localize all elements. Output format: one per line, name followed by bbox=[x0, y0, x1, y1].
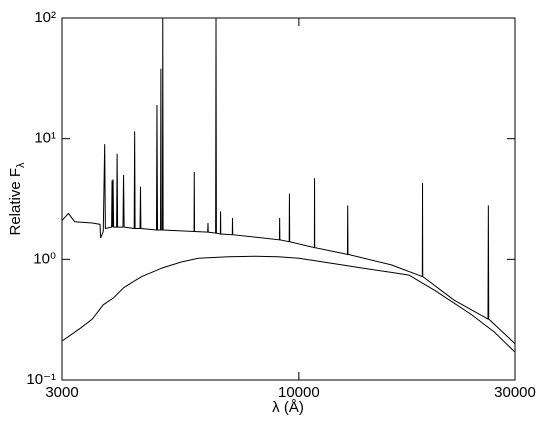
x-tick-label: 30000 bbox=[494, 384, 536, 401]
y-axis-label: Relative Fλ bbox=[7, 162, 27, 236]
x-tick-label: 10000 bbox=[278, 384, 320, 401]
y-axis-label-main: Relative F bbox=[7, 168, 24, 236]
spectrum-line bbox=[62, 18, 515, 345]
spectrum-line bbox=[62, 255, 515, 353]
y-tick-label: 10⁰ bbox=[33, 250, 56, 267]
x-axis-label: λ (Å) bbox=[272, 399, 304, 416]
x-tick-label: 3000 bbox=[45, 384, 78, 401]
y-tick-label: 10¹ bbox=[34, 130, 56, 147]
y-tick-label: 10⁻¹ bbox=[26, 371, 56, 388]
y-axis-label-sub: λ bbox=[15, 162, 27, 168]
plot-frame bbox=[61, 17, 516, 381]
y-tick-label: 10² bbox=[34, 9, 56, 26]
